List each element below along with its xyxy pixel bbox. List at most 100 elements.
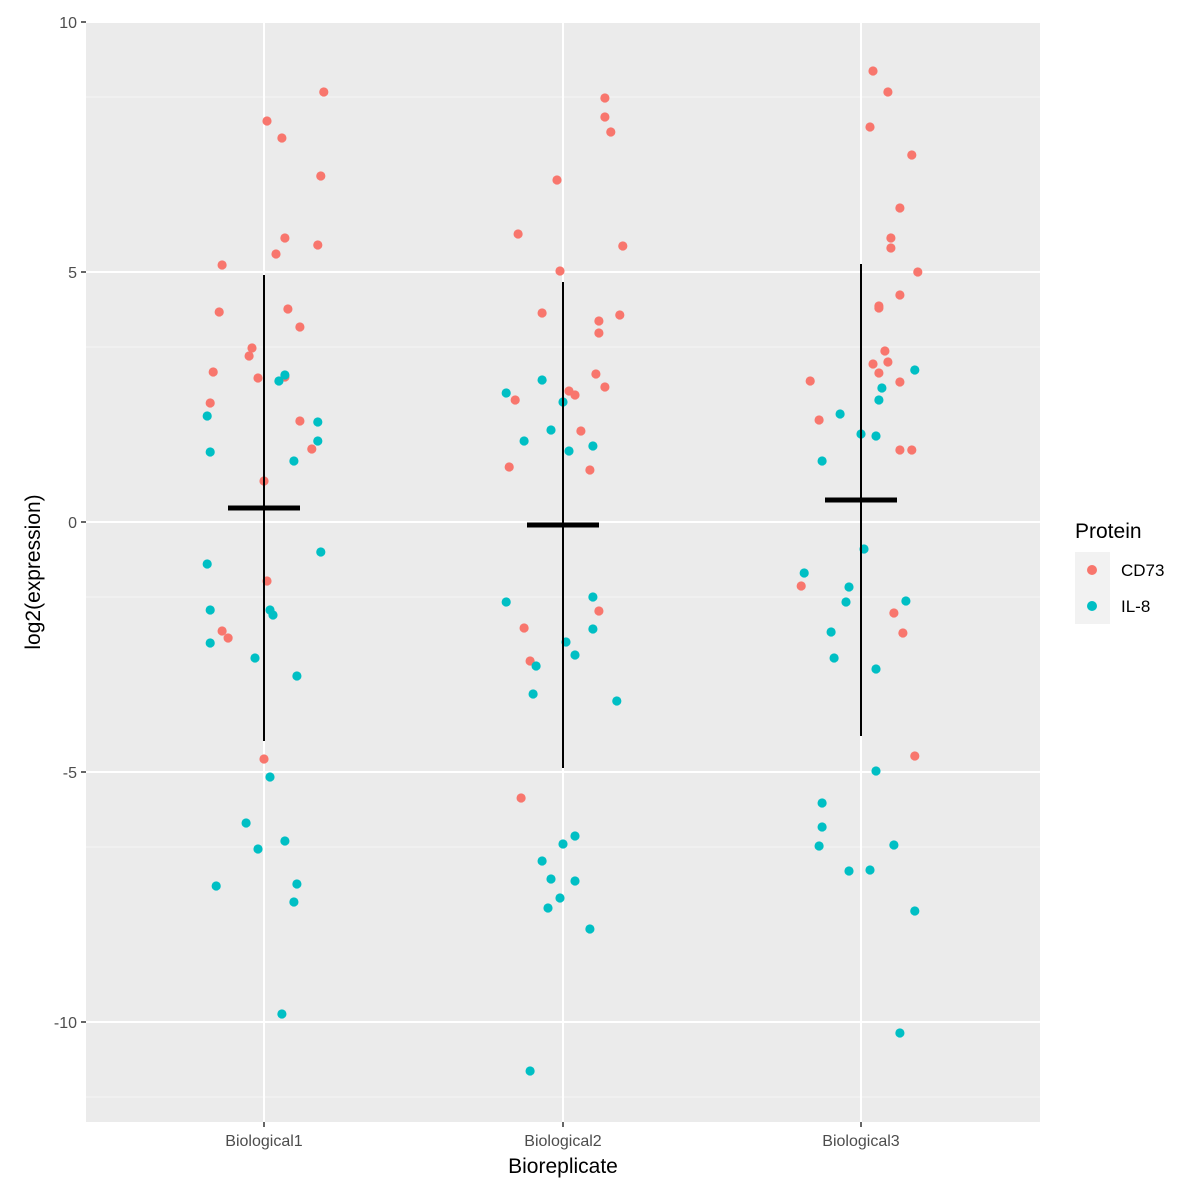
legend-key-background [1075, 552, 1110, 624]
point-cd73 [313, 240, 323, 250]
point-cd73 [208, 367, 218, 377]
point-cd73 [552, 175, 562, 185]
point-cd73 [910, 751, 920, 761]
point-il-8 [253, 844, 263, 854]
point-il-8 [289, 897, 299, 907]
point-il-8 [910, 365, 920, 375]
point-cd73 [585, 465, 595, 475]
point-il-8 [525, 1066, 535, 1076]
point-cd73 [510, 395, 520, 405]
y-axis-title: log2(expression) [22, 494, 45, 649]
legend-label-cd73: CD73 [1121, 561, 1164, 580]
point-cd73 [895, 377, 905, 387]
point-cd73 [874, 303, 884, 313]
point-cd73 [283, 304, 293, 314]
point-cd73 [907, 445, 917, 455]
point-cd73 [874, 368, 884, 378]
point-il-8 [871, 766, 881, 776]
axes: -10 -5 0 5 10 Biological1 Biological2 Biologica… [54, 15, 900, 1150]
point-cd73 [907, 150, 917, 160]
point-il-8 [313, 417, 323, 427]
point-il-8 [501, 597, 511, 607]
point-cd73 [615, 310, 625, 320]
point-il-8 [844, 866, 854, 876]
point-il-8 [585, 924, 595, 934]
point-cd73 [295, 322, 305, 332]
point-il-8 [555, 893, 565, 903]
x-axis-title: Bioreplicate [508, 1155, 618, 1178]
point-cd73 [576, 426, 586, 436]
point-cd73 [217, 626, 227, 636]
point-cd73 [600, 112, 610, 122]
y-tick-label: 0 [68, 515, 77, 532]
y-tick-label: 5 [68, 265, 77, 282]
point-cd73 [247, 343, 257, 353]
point-il-8 [313, 436, 323, 446]
point-il-8 [817, 456, 827, 466]
point-cd73 [796, 581, 806, 591]
summary-marks [228, 264, 897, 768]
point-il-8 [546, 425, 556, 435]
point-cd73 [883, 357, 893, 367]
point-cd73 [606, 127, 616, 137]
point-il-8 [280, 370, 290, 380]
point-il-8 [844, 582, 854, 592]
point-cd73 [537, 308, 547, 318]
point-cd73 [594, 316, 604, 326]
point-il-8 [546, 874, 556, 884]
point-il-8 [274, 376, 284, 386]
point-il-8 [205, 605, 215, 615]
point-il-8 [280, 836, 290, 846]
point-cd73 [280, 233, 290, 243]
point-il-8 [612, 696, 622, 706]
point-cd73 [895, 290, 905, 300]
point-il-8 [205, 447, 215, 457]
point-cd73 [319, 87, 329, 97]
y-tick-label: 10 [59, 15, 77, 32]
point-il-8 [871, 431, 881, 441]
point-cd73 [259, 754, 269, 764]
point-il-8 [835, 409, 845, 419]
point-il-8 [895, 1028, 905, 1038]
point-il-8 [799, 568, 809, 578]
data-points [202, 66, 923, 1076]
point-cd73 [214, 307, 224, 317]
point-il-8 [292, 879, 302, 889]
point-il-8 [202, 411, 212, 421]
point-cd73 [217, 260, 227, 270]
point-il-8 [202, 559, 212, 569]
point-cd73 [223, 633, 233, 643]
point-il-8 [211, 881, 221, 891]
point-il-8 [588, 441, 598, 451]
point-cd73 [262, 116, 272, 126]
point-cd73 [889, 608, 899, 618]
y-tick-label: -5 [63, 765, 77, 782]
point-cd73 [594, 606, 604, 616]
legend-title: Protein [1075, 520, 1142, 543]
point-il-8 [877, 383, 887, 393]
point-il-8 [570, 831, 580, 841]
point-il-8 [277, 1009, 287, 1019]
point-cd73 [883, 87, 893, 97]
point-il-8 [588, 624, 598, 634]
point-il-8 [871, 664, 881, 674]
point-cd73 [865, 122, 875, 132]
point-il-8 [841, 597, 851, 607]
point-cd73 [271, 249, 281, 259]
legend-key-il-8 [1087, 601, 1097, 611]
point-cd73 [898, 628, 908, 638]
point-cd73 [868, 359, 878, 369]
point-cd73 [886, 233, 896, 243]
point-il-8 [537, 856, 547, 866]
point-cd73 [316, 171, 326, 181]
point-il-8 [289, 456, 299, 466]
x-tick-label: Biological1 [225, 1133, 302, 1150]
x-tick-label: Biological2 [524, 1133, 601, 1150]
point-il-8 [316, 547, 326, 557]
point-il-8 [528, 689, 538, 699]
point-il-8 [265, 772, 275, 782]
point-il-8 [564, 446, 574, 456]
point-il-8 [910, 906, 920, 916]
point-il-8 [558, 839, 568, 849]
point-il-8 [865, 865, 875, 875]
